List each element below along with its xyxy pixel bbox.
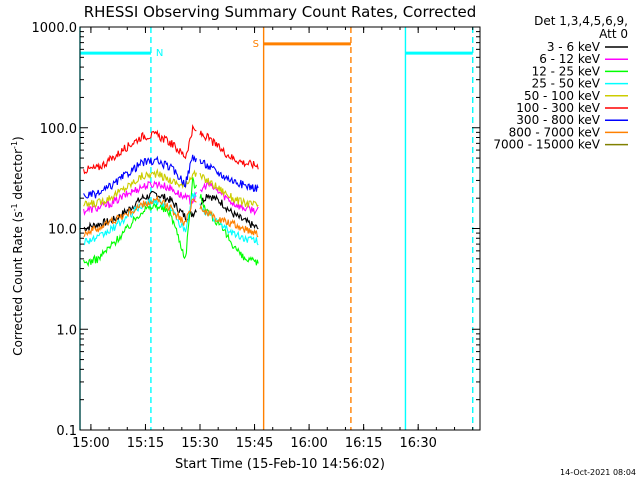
x-tick-label: 15:45 bbox=[236, 436, 273, 451]
series-line bbox=[199, 159, 259, 193]
series-line bbox=[83, 177, 197, 268]
legend-entry-label: 300 - 800 keV bbox=[516, 113, 600, 127]
flag-label: N bbox=[156, 48, 163, 59]
series-line bbox=[83, 195, 197, 238]
legend-entry-label: 50 - 100 keV bbox=[524, 89, 601, 103]
legend-entry-label: 25 - 50 keV bbox=[532, 77, 601, 91]
x-tick-label: 15:30 bbox=[181, 436, 218, 451]
chart-title: RHESSI Observing Summary Count Rates, Co… bbox=[84, 3, 477, 21]
y-tick-label: 1.0 bbox=[56, 323, 77, 338]
series-line bbox=[83, 124, 197, 175]
legend-entry-label: 12 - 25 keV bbox=[532, 64, 601, 78]
legend-entry-label: 3 - 6 keV bbox=[547, 40, 601, 54]
legend-entry-label: 800 - 7000 keV bbox=[509, 125, 601, 139]
x-tick-label: 16:00 bbox=[290, 436, 327, 451]
y-axis-label-sup: -1 bbox=[10, 203, 19, 211]
timestamp: 14-Oct-2021 08:04 bbox=[560, 468, 636, 477]
flag-label: S bbox=[253, 39, 259, 50]
series-line bbox=[199, 172, 259, 208]
series-line bbox=[199, 193, 259, 230]
y-axis-label-part: Corrected Count Rate (s bbox=[11, 211, 25, 355]
series-line bbox=[199, 130, 259, 170]
y-axis-label-sup: -1 bbox=[10, 141, 19, 149]
x-tick-label: 16:30 bbox=[399, 436, 436, 451]
y-axis-label: Corrected Count Rate (s-1 detector-1) bbox=[10, 136, 25, 355]
legend-header-line: Att 0 bbox=[599, 27, 628, 41]
legend-header-line: Det 1,3,4,5,6,9, bbox=[534, 14, 628, 28]
legend-entry-label: 7000 - 15000 keV bbox=[493, 138, 600, 152]
y-axis-label-part: ) bbox=[11, 136, 25, 141]
series-line bbox=[83, 154, 197, 199]
y-tick-label: 1000.0 bbox=[32, 21, 78, 36]
x-tick-label: 15:15 bbox=[127, 436, 164, 451]
x-tick-label: 16:15 bbox=[345, 436, 382, 451]
x-axis-label: Start Time (15-Feb-10 14:56:02) bbox=[175, 457, 385, 472]
series-line bbox=[83, 191, 197, 246]
series-line bbox=[83, 180, 197, 216]
series-lines bbox=[83, 124, 259, 268]
x-tick-label: 15:00 bbox=[72, 436, 109, 451]
legend-entry-label: 100 - 300 keV bbox=[516, 101, 600, 115]
y-tick-label: 0.1 bbox=[56, 424, 77, 439]
y-axis-label-part: detector bbox=[11, 149, 25, 204]
y-tick-label: 10.0 bbox=[48, 223, 77, 238]
series-line bbox=[199, 204, 259, 238]
series-line bbox=[83, 167, 197, 209]
legend-entry-label: 6 - 12 keV bbox=[539, 52, 601, 66]
y-tick-label: 100.0 bbox=[40, 122, 77, 137]
axes: 15:00 15:15 15:30 15:45 16:00 16:15 16:30 0.1 1.… bbox=[32, 21, 481, 451]
